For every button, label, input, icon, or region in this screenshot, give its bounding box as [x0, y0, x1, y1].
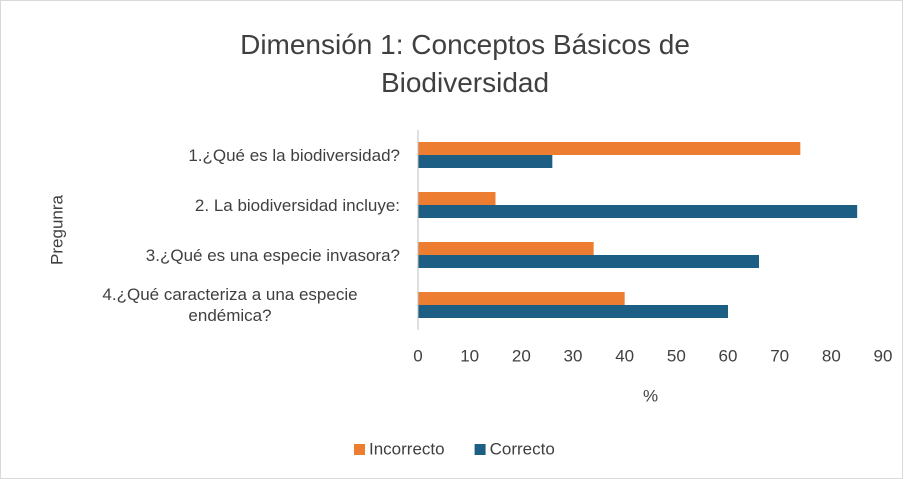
legend-swatch — [474, 444, 486, 455]
bar — [418, 242, 594, 255]
bar — [418, 205, 858, 218]
bar — [418, 292, 625, 305]
x-tick-label: 60 — [719, 346, 738, 365]
y-tick-label: 3.¿Qué es una especie invasora? — [145, 245, 400, 265]
x-tick-label: 90 — [874, 346, 893, 365]
y-tick-label: 1.¿Qué es la biodiversidad? — [188, 145, 400, 165]
chart-title: Dimensión 1: Conceptos Básicos de Biodiv… — [240, 29, 690, 98]
y-axis-label: Pregunra — [47, 194, 66, 264]
bar — [418, 255, 759, 268]
x-tick-label: 40 — [615, 346, 634, 365]
x-axis-label: % — [643, 386, 658, 405]
x-tick-label: 20 — [512, 346, 531, 365]
x-tick-label: 0 — [413, 346, 422, 365]
legend-label: Incorrecto — [369, 439, 445, 458]
y-tick-label: 4.¿Qué caracteriza a una especie endémic… — [102, 285, 358, 325]
x-tick-label: 30 — [564, 346, 583, 365]
bar — [418, 155, 553, 168]
x-tick-label: 70 — [770, 346, 789, 365]
x-tick-label: 80 — [822, 346, 841, 365]
legend-label: Correcto — [490, 439, 555, 458]
bar — [418, 142, 801, 155]
x-tick-label: 10 — [460, 346, 479, 365]
x-tick-label: 50 — [667, 346, 686, 365]
y-tick-label: 2. La biodiversidad incluye: — [194, 195, 400, 215]
bar — [418, 305, 728, 318]
bar — [418, 192, 496, 205]
legend-swatch — [354, 444, 365, 455]
